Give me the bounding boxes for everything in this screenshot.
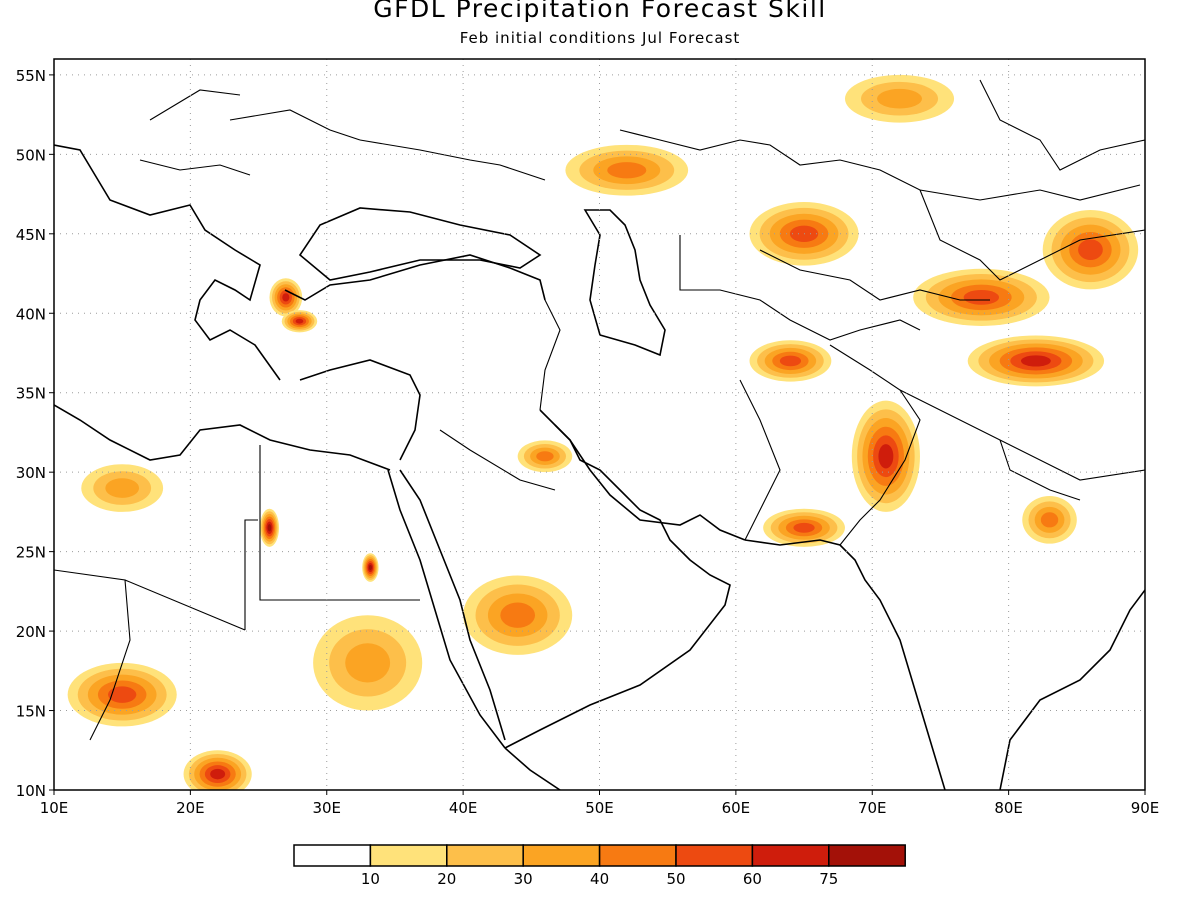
colorbar-label: 10: [361, 870, 380, 888]
skill-contour: [877, 88, 922, 109]
lat-tick-label: 40N: [16, 305, 46, 323]
lon-tick-label: 80E: [994, 799, 1023, 817]
skill-contour: [536, 451, 554, 462]
skill-contour: [108, 686, 137, 703]
coastlines: [54, 144, 1145, 790]
skill-contour: [963, 289, 1000, 305]
skill-region: [851, 400, 920, 512]
skill-contour: [1020, 355, 1051, 367]
lon-tick-label: 20E: [176, 799, 205, 817]
colorbar-label: 50: [666, 870, 685, 888]
longitude-labels: 10E 20E 30E 40E 50E 60E 70E 80E 90E: [40, 790, 1160, 817]
colorbar-swatch: [446, 844, 524, 867]
skill-region: [463, 575, 573, 655]
lon-tick-label: 30E: [312, 799, 341, 817]
lon-tick-label: 90E: [1131, 799, 1160, 817]
lon-tick-label: 60E: [722, 799, 751, 817]
skill-contour: [793, 522, 815, 533]
lon-tick-label: 70E: [858, 799, 887, 817]
colorbar-label: 40: [590, 870, 609, 888]
skill-contour: [105, 478, 140, 498]
colorbar-swatch: [369, 844, 448, 867]
skill-region: [259, 508, 280, 547]
skill-region: [967, 335, 1105, 387]
colorbar-swatch: [598, 844, 677, 867]
colorbar-label: 30: [514, 870, 533, 888]
colorbar-swatch: [751, 844, 830, 867]
colorbar-swatch: [828, 844, 906, 867]
lat-tick-label: 55N: [16, 67, 46, 85]
skill-contour: [607, 162, 647, 179]
skill-contour: [295, 318, 304, 324]
colorbar-swatch: [675, 844, 754, 867]
lon-tick-label: 40E: [449, 799, 478, 817]
skill-contour: [282, 293, 290, 302]
skill-region: [183, 750, 252, 790]
skill-shading: [67, 74, 1139, 790]
country-borders: [54, 79, 1145, 741]
lat-tick-label: 30N: [16, 464, 46, 482]
skill-region: [913, 268, 1050, 326]
map-title: GFDL Precipitation Forecast Skill: [373, 0, 827, 23]
skill-region: [81, 464, 164, 512]
skill-region: [749, 340, 832, 382]
skill-region: [362, 553, 379, 582]
skill-region: [281, 310, 318, 333]
colorbar-label: 20: [437, 870, 456, 888]
colorbar: 10 20 30 40 50 60 75: [293, 844, 906, 888]
skill-region: [67, 662, 177, 727]
skill-region: [1042, 209, 1139, 290]
skill-contour: [368, 564, 372, 571]
colorbar-label: 75: [819, 870, 838, 888]
skill-contour: [878, 444, 894, 469]
skill-region: [565, 144, 689, 196]
lat-tick-label: 10N: [16, 782, 46, 800]
skill-region: [313, 615, 423, 711]
skill-region: [1022, 496, 1077, 544]
lon-tick-label: 50E: [585, 799, 614, 817]
lat-tick-label: 25N: [16, 544, 46, 562]
colorbar-swatch: [522, 844, 601, 867]
skill-contour: [345, 643, 391, 683]
colorbar-swatch: [293, 844, 372, 867]
skill-contour: [500, 602, 536, 628]
skill-contour: [267, 524, 272, 532]
lon-tick-label: 10E: [40, 799, 69, 817]
map-subtitle: Feb initial conditions Jul Forecast: [459, 29, 741, 47]
skill-region: [844, 74, 955, 123]
skill-contour: [210, 768, 226, 780]
skill-contour: [779, 355, 802, 367]
lat-tick-label: 20N: [16, 623, 46, 641]
latitude-labels: 10N 15N 20N 25N 30N 35N 40N 45N 50N 55N: [16, 67, 54, 800]
lat-tick-label: 15N: [16, 703, 46, 721]
skill-contour: [1040, 512, 1059, 528]
lat-tick-label: 50N: [16, 146, 46, 164]
skill-region: [763, 508, 845, 547]
skill-contour: [1078, 239, 1103, 260]
colorbar-label: 60: [743, 870, 762, 888]
lat-tick-label: 45N: [16, 226, 46, 244]
lat-tick-label: 35N: [16, 385, 46, 403]
skill-region: [517, 440, 573, 473]
